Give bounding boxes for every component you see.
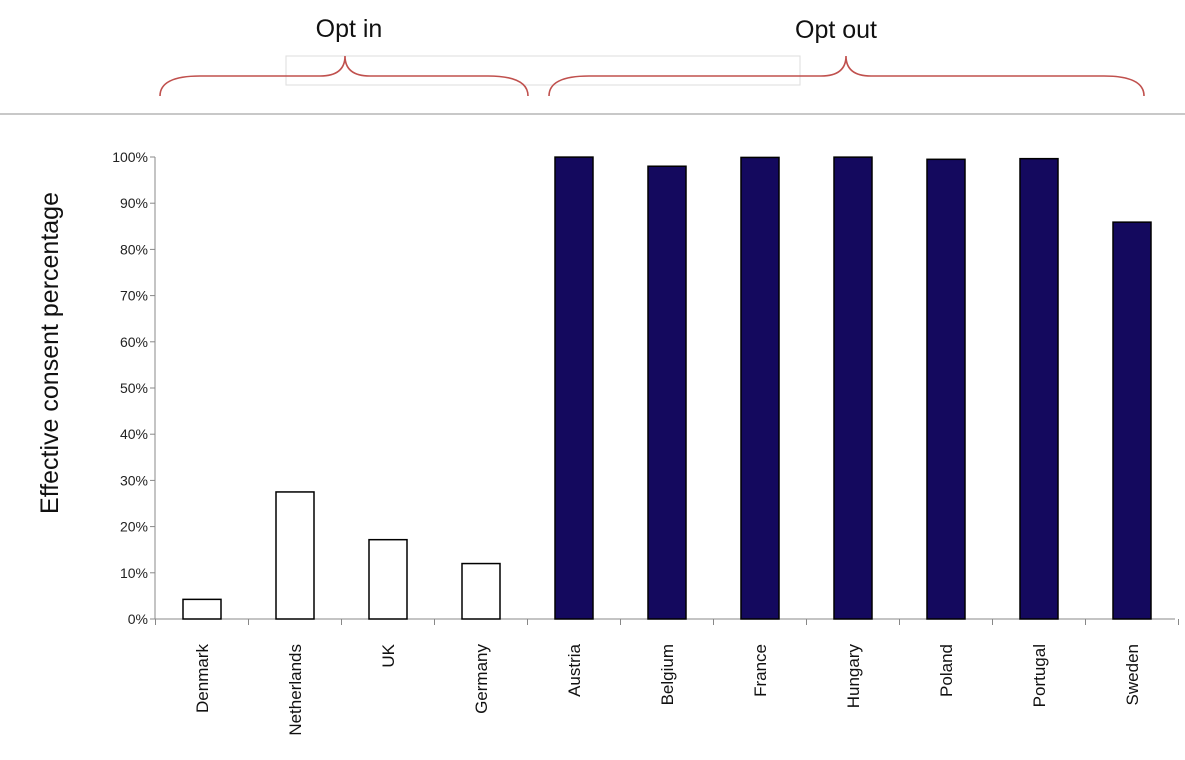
group-label: Opt out <box>795 16 877 44</box>
x-tick-label: Netherlands <box>286 644 305 736</box>
bar-germany <box>461 562 501 620</box>
x-tick-label: Denmark <box>193 644 212 713</box>
bar-poland <box>926 158 966 620</box>
bar-denmark <box>182 598 222 620</box>
x-tick-label: Portugal <box>1030 644 1049 707</box>
x-tick-label: France <box>751 644 770 697</box>
bars <box>182 156 1152 620</box>
x-tick-label: UK <box>379 643 398 667</box>
y-tick-label: 50% <box>120 380 148 396</box>
bar-portugal <box>1019 157 1059 620</box>
y-tick-label: 20% <box>120 519 148 535</box>
label-box-outline <box>285 55 801 86</box>
bar-austria <box>554 156 594 620</box>
x-tick-label: Hungary <box>844 644 863 709</box>
bar-netherlands <box>275 491 315 620</box>
bar-hungary <box>833 156 873 620</box>
y-tick-label: 100% <box>112 149 148 165</box>
y-tick-label: 80% <box>120 241 148 257</box>
bar-sweden <box>1112 221 1152 620</box>
bar-france <box>740 156 780 620</box>
group-braces <box>159 55 1145 97</box>
y-tick-label: 40% <box>120 426 148 442</box>
x-tick-label: Belgium <box>658 644 677 705</box>
group-brace <box>159 55 529 97</box>
x-tick-label: Germany <box>472 644 491 714</box>
y-tick-label: 10% <box>120 565 148 581</box>
x-tick-label: Poland <box>937 644 956 697</box>
y-tick-label: 30% <box>120 472 148 488</box>
group-label: Opt in <box>316 15 383 43</box>
y-tick-label: 60% <box>120 334 148 350</box>
y-axis-label: Effective consent percentage <box>36 192 64 514</box>
x-tick-label: Austria <box>565 643 584 696</box>
y-tick-label: 70% <box>120 288 148 304</box>
bar-uk <box>368 538 408 620</box>
y-tick-label: 0% <box>128 611 148 627</box>
x-tick-label: Sweden <box>1123 644 1142 705</box>
y-tick-label: 90% <box>120 195 148 211</box>
labels: 0% 10% 20% 30% 40% 50% 60% 70% 80% 90% 100% Denmark… <box>36 15 1142 736</box>
bar-belgium <box>647 165 687 620</box>
group-brace <box>548 55 1145 97</box>
